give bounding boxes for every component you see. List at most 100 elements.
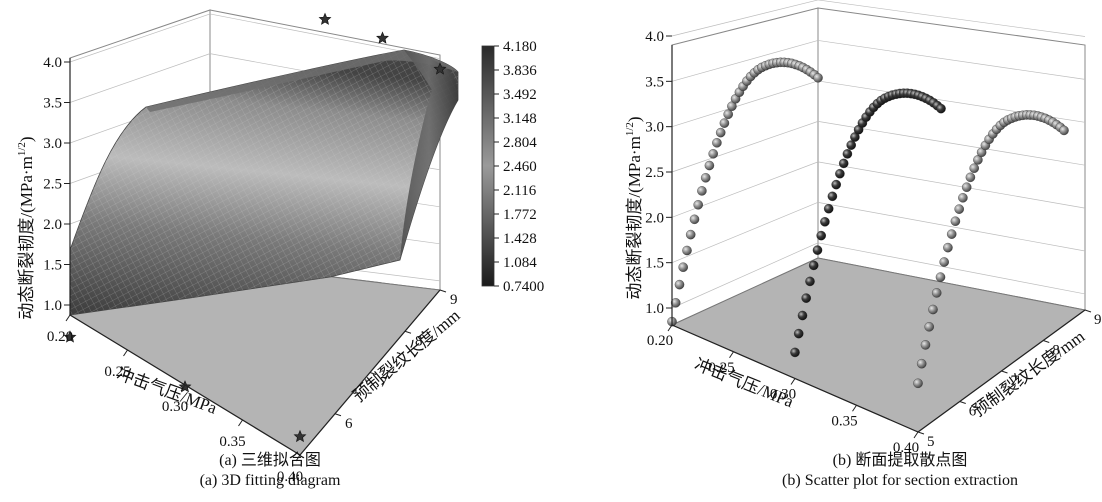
scatter-point	[842, 149, 853, 159]
scatter-point	[719, 118, 730, 128]
colorbar-tick-label: 1.428	[503, 231, 537, 247]
y-tick-label: 9	[1094, 312, 1102, 328]
z-tick-label: 1.0	[645, 301, 664, 317]
y-tick-label: 7	[1011, 373, 1019, 389]
scatter-point	[801, 293, 811, 303]
scatter-point	[674, 279, 685, 290]
scatter-point	[920, 340, 931, 350]
colorbar	[481, 45, 495, 287]
scatter-point	[704, 160, 715, 171]
scatter-point	[812, 245, 823, 255]
scatter-point	[670, 298, 681, 308]
scatter-point	[712, 138, 722, 148]
z-tick-label: 1.5	[43, 258, 62, 274]
y-tick-label: 9	[450, 292, 458, 308]
scatter-point	[697, 186, 707, 196]
scatter-point	[931, 288, 942, 298]
colorbar-tick-label: 4.180	[503, 39, 537, 55]
scatter-point	[846, 140, 856, 150]
scatter-point	[820, 217, 830, 227]
z-axis-label: 动态断裂韧度/(MPa·m1/2)	[16, 136, 36, 319]
x-tick-label: 0.35	[219, 434, 245, 450]
scatter-point	[685, 229, 696, 240]
scatter-point	[823, 203, 834, 214]
z-tick-label: 2.0	[645, 210, 664, 226]
scatter-points	[667, 57, 1069, 389]
y-tick-label: 6	[345, 416, 353, 432]
scatter-point	[797, 310, 808, 321]
x-tick-label: 0.30	[770, 387, 796, 403]
x-tick-label: 0.35	[831, 413, 857, 429]
x-tick-label: 0.30	[162, 399, 188, 415]
scatter-point	[924, 322, 934, 332]
scatter-point	[961, 182, 972, 192]
caption-left-cn: (a) 三维拟合图	[219, 452, 321, 469]
scatter-point	[954, 204, 964, 214]
scatter-point	[708, 149, 718, 159]
x-tick-label: 0.20	[47, 329, 73, 345]
y-tick-label: 8	[415, 333, 423, 349]
scatter-point	[831, 179, 841, 190]
colorbar-tick-label: 3.836	[503, 63, 537, 79]
scatter-point	[805, 276, 815, 287]
scatter-point	[913, 378, 923, 389]
scatter-point	[678, 262, 688, 272]
scatter-point	[1059, 125, 1069, 136]
colorbar-tick-label: 2.460	[503, 159, 537, 175]
scatter-point	[936, 103, 946, 114]
scatter-point	[943, 242, 953, 253]
x-tick-label: 0.25	[708, 360, 734, 376]
x-tick-label: 0.40	[277, 469, 303, 485]
surface-chart: 1.0 1.5 2.0 2.5 3.0 3.5 4.0 0.20 0.25 0.30 0.35 0.4…	[16, 9, 544, 485]
z-tick-label: 4.0	[43, 55, 62, 71]
z-axis-label: 动态断裂韧度/(MPa·m1/2)	[624, 116, 644, 299]
z-tick-label: 1.0	[43, 298, 62, 314]
scatter-point	[689, 214, 700, 225]
colorbar-tick-label: 3.148	[503, 111, 537, 127]
z-tick-label: 2.0	[43, 217, 62, 233]
scatter-point	[808, 260, 819, 271]
scatter-point	[946, 229, 957, 239]
scatter-point	[973, 155, 983, 165]
z-tick-label: 1.5	[645, 256, 664, 272]
z-tick-label: 3.0	[645, 120, 664, 136]
scatter-point	[916, 358, 927, 369]
scatter-point	[813, 73, 823, 83]
caption-right-cn: (b) 断面提取散点图	[832, 452, 968, 469]
z-tick-label: 2.5	[645, 165, 664, 181]
x-tick-label: 0.25	[104, 364, 130, 380]
scatter-point	[969, 163, 979, 173]
z-tick-label: 3.0	[43, 136, 62, 152]
scatter-point	[693, 200, 703, 210]
scatter-point	[682, 245, 692, 256]
y-tick-label: 8	[1052, 343, 1060, 359]
scatter3d-chart: 1.0 1.5 2.0 2.5 3.0 3.5 4.0 0.20 0.25 0.30 0.35 0.4…	[624, 0, 1102, 456]
z-tick-label: 3.5	[645, 74, 664, 90]
caption-right-en: (b) Scatter plot for section extraction	[782, 472, 1018, 489]
star-markers	[63, 12, 447, 443]
z-tick-label: 2.5	[43, 177, 62, 193]
z-tick-label: 3.5	[43, 96, 62, 112]
colorbar-tick-label: 3.492	[503, 87, 537, 103]
scatter-point	[939, 257, 949, 267]
x-tick-label: 0.20	[647, 333, 673, 349]
star-point	[293, 429, 307, 443]
y-tick-label: 5	[927, 434, 935, 450]
scatter-point	[838, 158, 849, 169]
scatter-point	[935, 272, 946, 282]
colorbar-tick-label: 0.7400	[503, 279, 544, 295]
z-tick-label: 4.0	[645, 29, 664, 45]
scatter-point	[816, 230, 826, 241]
scatter-point	[723, 109, 733, 120]
colorbar-tick-label: 2.804	[503, 135, 537, 151]
scatter-point	[715, 127, 726, 138]
scatter-point	[790, 347, 800, 358]
scatter-point	[965, 172, 976, 183]
scatter-point	[928, 304, 938, 315]
x-tick-label: 0.40	[893, 440, 919, 456]
caption-left-en: (a) 3D fitting diagram	[199, 472, 341, 489]
fitted-surface	[69, 49, 459, 316]
colorbar-ticks: 4.180 3.836 3.492 3.148 2.804 2.460 2.116 1.772…	[494, 39, 544, 295]
scatter-point	[700, 173, 711, 183]
star-point	[318, 12, 332, 25]
